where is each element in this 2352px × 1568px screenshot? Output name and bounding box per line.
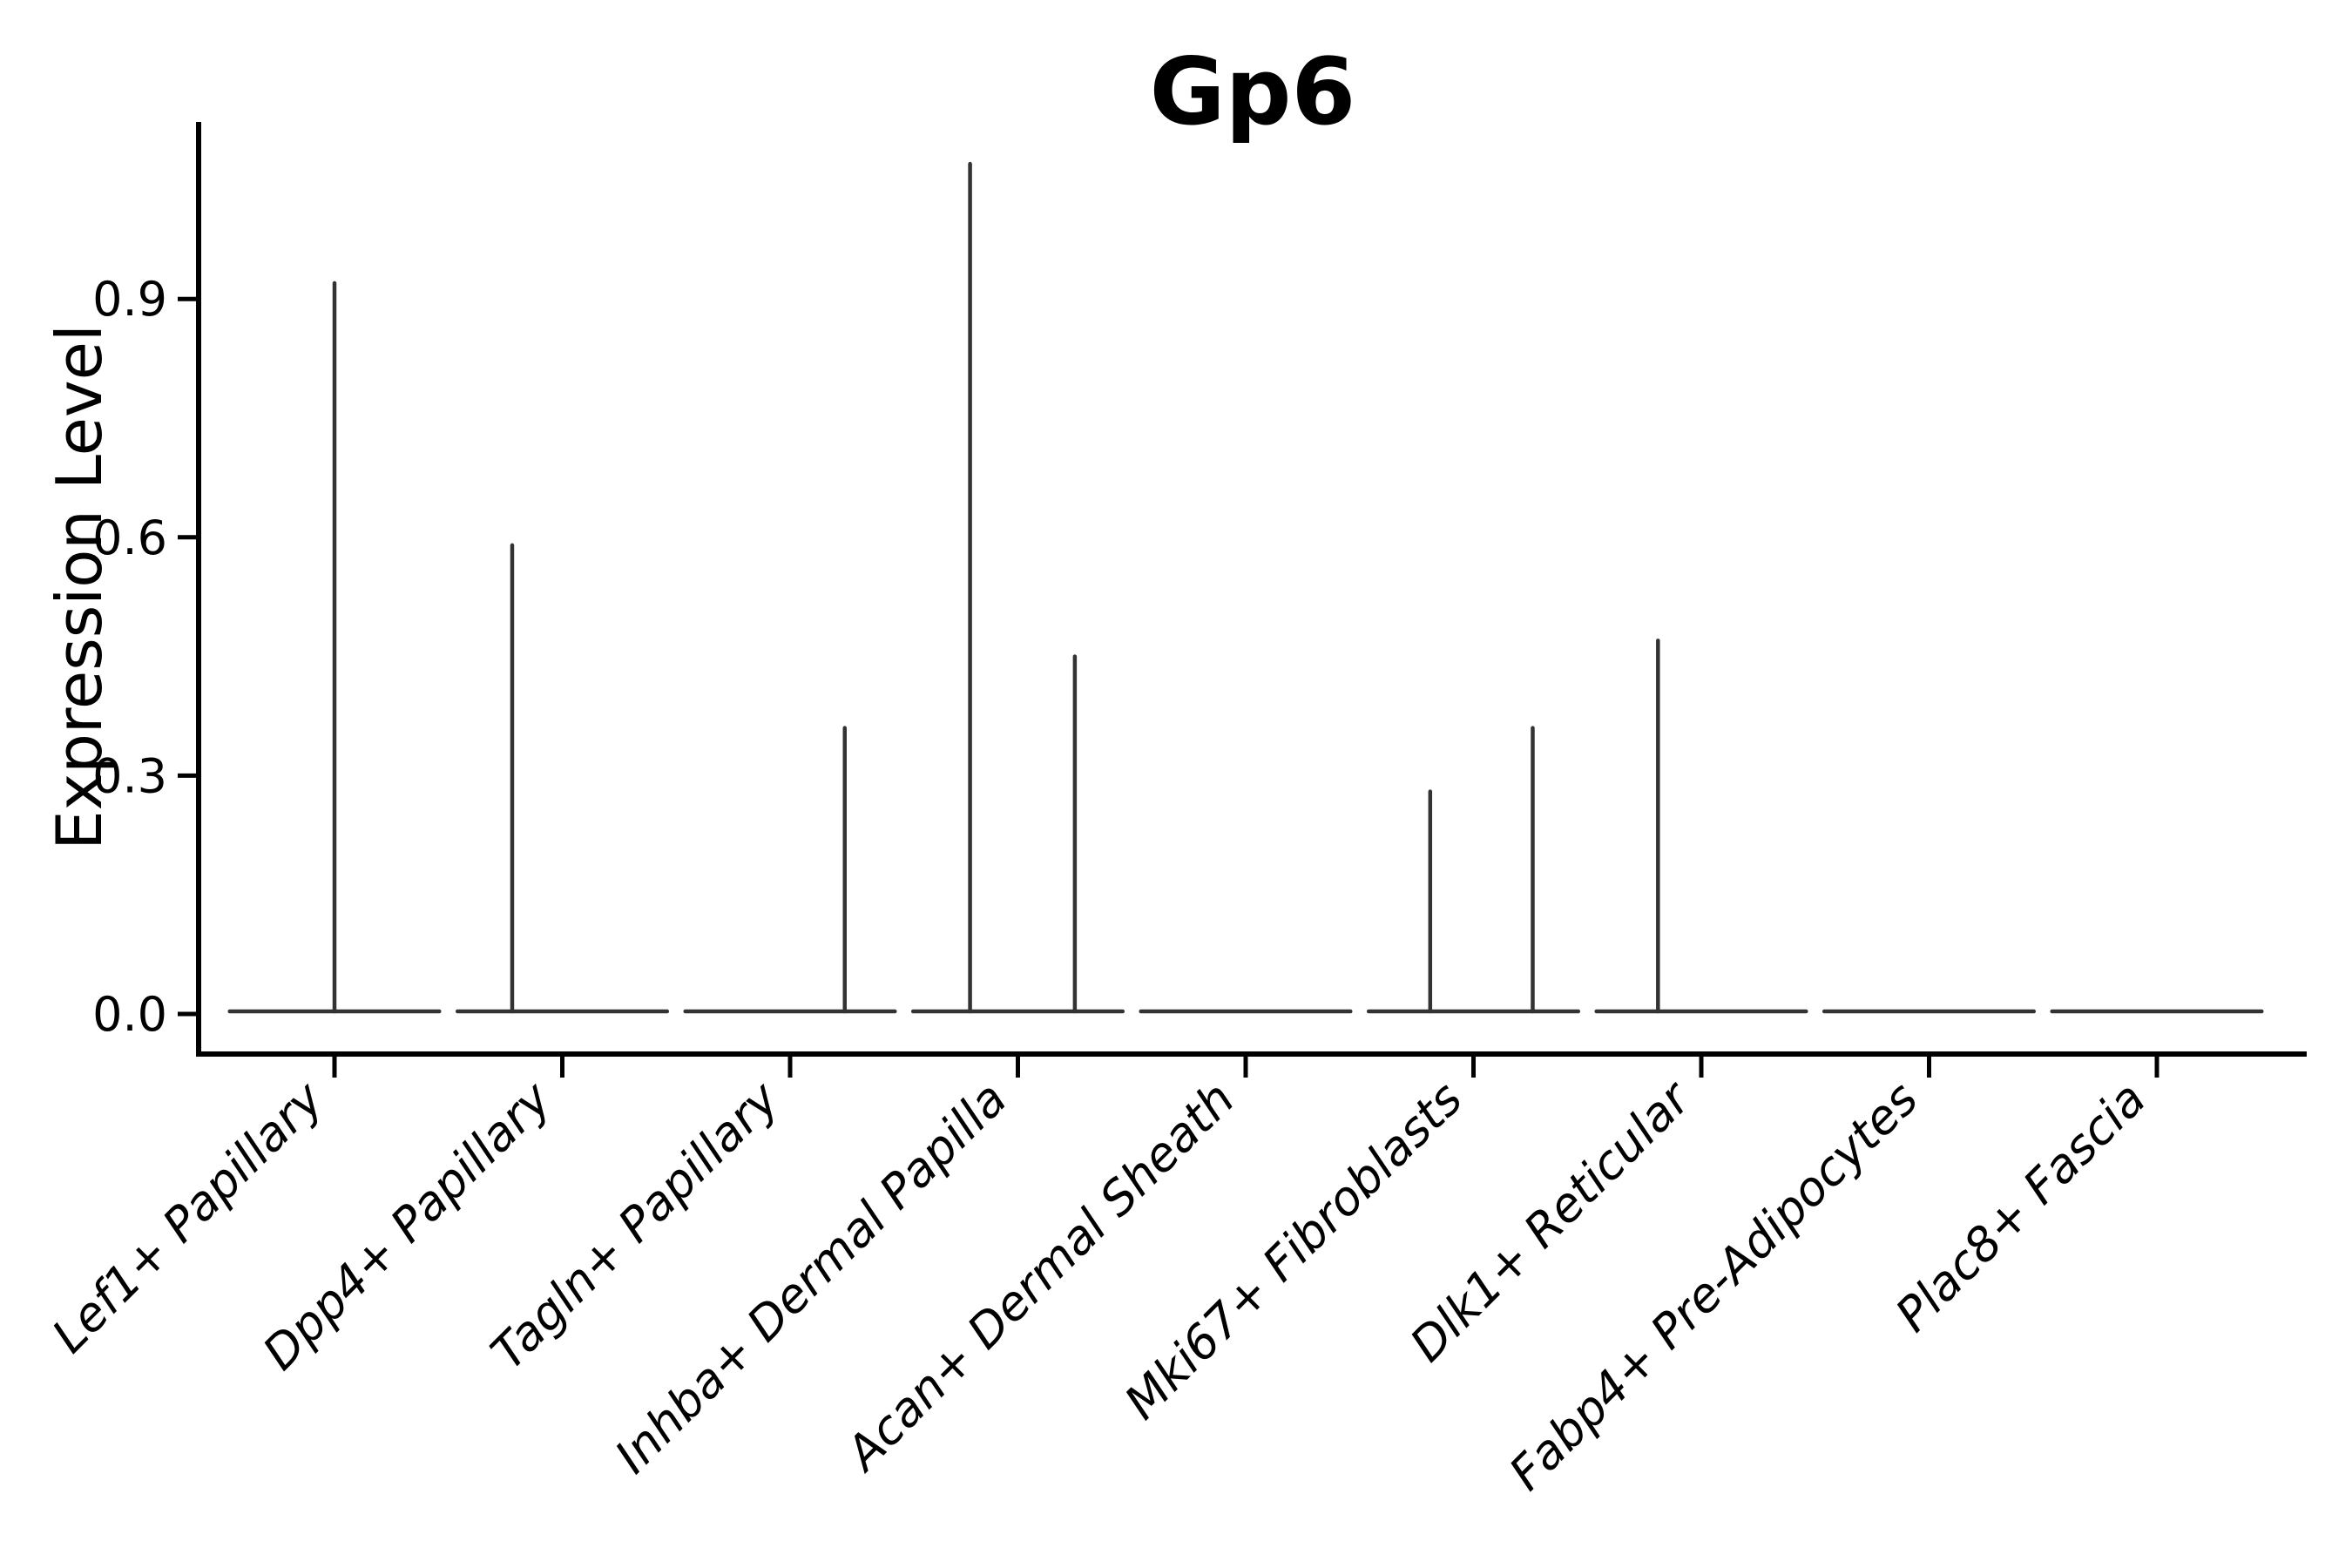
violin-7 xyxy=(1594,639,1808,1014)
x-tick-label: Acan+ Dermal Sheath xyxy=(834,1071,1245,1483)
violin-2 xyxy=(455,543,670,1014)
violin-4 xyxy=(910,161,1125,1014)
chart-title: Gp6 xyxy=(1150,38,1356,145)
violins xyxy=(227,161,2264,1014)
axes xyxy=(178,122,2307,1078)
y-tick-label: 0.3 xyxy=(92,748,167,803)
x-tick-label: Inhba+ Dermal Papilla xyxy=(605,1071,1017,1484)
y-tick-label: 0.0 xyxy=(92,987,167,1042)
violin-1 xyxy=(227,280,442,1014)
y-tick-label: 0.6 xyxy=(92,510,167,565)
y-axis-label: Expression Level xyxy=(43,324,116,850)
violin-3 xyxy=(683,726,897,1014)
x-tick-label: Fabp4+ Pre-Adipocytes xyxy=(1498,1071,1928,1501)
violin-6 xyxy=(1366,726,1581,1014)
y-tick-label: 0.9 xyxy=(92,272,167,327)
